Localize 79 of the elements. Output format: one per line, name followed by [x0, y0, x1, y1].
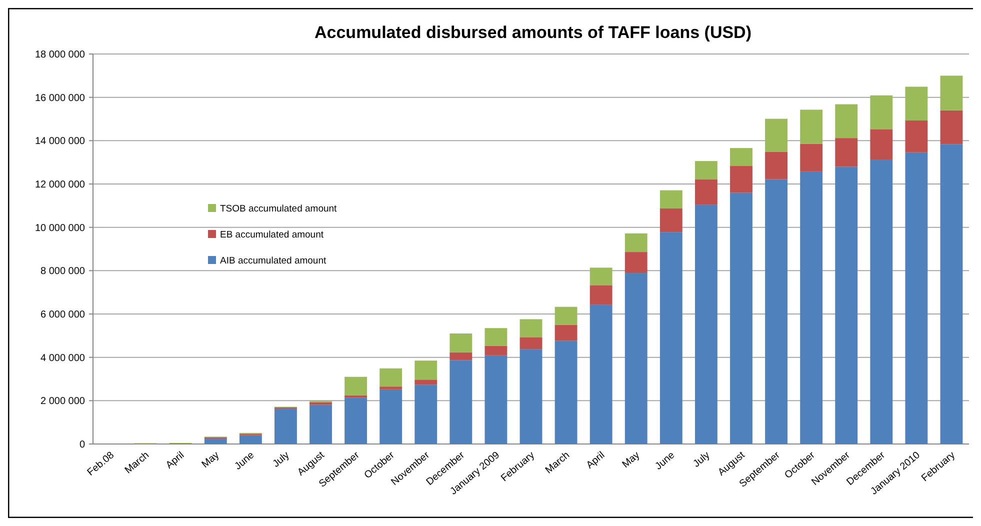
x-tick-label: July [691, 450, 712, 470]
chart-title: Accumulated disbursed amounts of TAFF loans (USD) [314, 23, 752, 42]
bar [905, 86, 928, 121]
y-tick-label: 2 000 000 [40, 396, 86, 408]
bar [204, 438, 227, 444]
bar [344, 398, 368, 444]
bar [624, 233, 648, 252]
bar [800, 110, 823, 144]
bar [380, 368, 402, 387]
bar [554, 306, 578, 325]
bar [310, 404, 332, 444]
bar [694, 204, 718, 444]
bar [765, 179, 788, 444]
bar [239, 435, 262, 444]
bar [940, 144, 963, 444]
bar [870, 129, 893, 160]
legend-label: AIB accumulated amount [220, 255, 327, 266]
bar [870, 95, 893, 130]
bar [835, 138, 858, 167]
bar [590, 304, 612, 444]
bar [730, 148, 752, 166]
bar [624, 273, 648, 444]
bar [660, 232, 682, 444]
bar [520, 349, 542, 444]
x-tick-label: May [200, 450, 222, 470]
legend-label: EB accumulated amount [220, 229, 324, 240]
bar [520, 337, 542, 350]
bar [765, 152, 788, 180]
y-tick-label: 0 [79, 440, 86, 450]
bar [484, 328, 508, 346]
bar [344, 395, 368, 398]
bar [694, 161, 718, 180]
bar [940, 76, 963, 110]
bar [310, 402, 332, 405]
bar [380, 386, 402, 390]
bar [694, 179, 718, 205]
bar [450, 360, 472, 444]
bar [660, 208, 682, 232]
x-tick-label: July [270, 450, 292, 470]
y-tick-label: 12 000 000 [34, 180, 86, 190]
bar [344, 376, 368, 396]
bar [414, 380, 438, 385]
bar [484, 346, 508, 356]
x-tick-label: May [620, 450, 642, 470]
bar [624, 252, 648, 274]
bar [835, 166, 858, 444]
bar [450, 352, 472, 360]
bar [520, 319, 542, 338]
bar [730, 166, 752, 193]
y-tick-label: 18 000 000 [34, 50, 86, 60]
y-tick-label: 8 000 000 [40, 266, 86, 278]
bar [870, 160, 893, 444]
bar [940, 110, 963, 144]
bar [730, 192, 752, 444]
bar [905, 120, 928, 152]
y-tick-label: 4 000 000 [40, 352, 86, 364]
bar [450, 334, 472, 352]
bar [414, 384, 438, 444]
bar [835, 104, 858, 138]
bar [554, 324, 578, 341]
bar [274, 408, 297, 444]
x-tick-label: June [232, 450, 257, 472]
y-tick-label: 16 000 000 [34, 92, 86, 104]
bar [414, 360, 438, 380]
y-tick-label: 10 000 000 [34, 222, 86, 234]
bar [905, 152, 928, 444]
bar [484, 355, 508, 444]
y-tick-label: 6 000 000 [40, 310, 86, 320]
bar [590, 268, 612, 286]
bar [554, 340, 578, 444]
bar [800, 144, 823, 172]
bar [590, 285, 612, 305]
x-tick-label: June [653, 450, 678, 472]
bar [380, 389, 402, 444]
bar [660, 190, 682, 208]
y-tick-label: 14 000 000 [34, 136, 86, 148]
legend-label: TSOB accumulated amount [220, 203, 338, 214]
bar [800, 171, 823, 444]
bar [765, 118, 788, 152]
